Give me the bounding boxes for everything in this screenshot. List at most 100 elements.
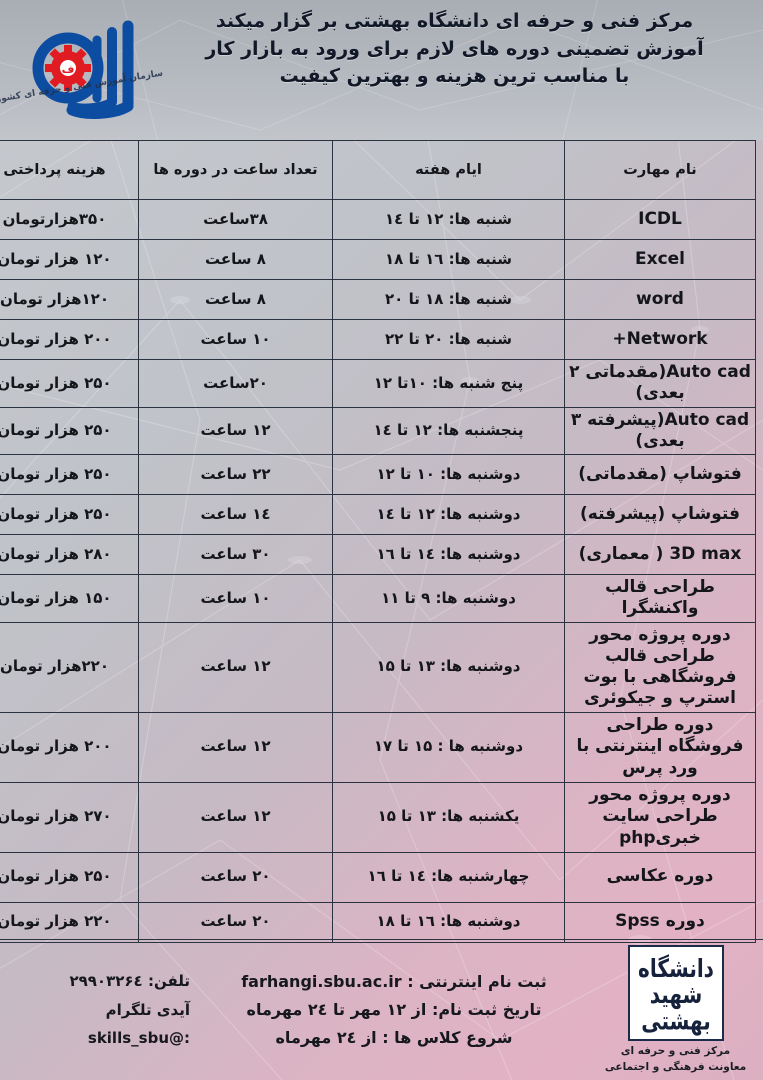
cell-days: دوشنبه ها: ۱۲ تا ۱٤: [332, 494, 565, 535]
cell-skill: فتوشاپ (پیشرفته): [564, 494, 756, 535]
svg-text:ف: ف: [62, 63, 75, 76]
cell-hours: ۱۰ ساعت: [138, 319, 333, 360]
footer-registration-block: ثبت نام اینترنتی : farhangi.sbu.ac.ir تا…: [200, 968, 588, 1052]
column-header-cost: هزینه پرداختی: [0, 140, 139, 200]
telegram-handle: آیدی تلگرام :@skills_sbu: [87, 1000, 190, 1048]
cell-cost: ۲۷۰ هزار تومان: [0, 781, 139, 853]
cell-cost: ۱۲۰هزار تومان: [0, 279, 139, 320]
headline-line-1: مرکز فنی و حرفه ای دانشگاه بهشتی بر گزار…: [215, 10, 694, 32]
class-start-line: شروع کلاس ها : از ۲٤ مهرماه: [275, 1028, 513, 1047]
cell-cost: ۲۵۰ هزار تومان: [0, 851, 139, 903]
cell-hours: ۲۰ ساعت: [138, 901, 333, 943]
cell-cost: ۲۵۰ هزار تومان: [0, 406, 139, 455]
cell-hours: ۸ ساعت: [138, 279, 333, 320]
cell-days: شنبه ها: ۱۲ تا ۱٤: [332, 199, 565, 240]
cell-skill: دوره پروژه محور طراحی قالب فروشگاهی با ب…: [564, 621, 756, 713]
cell-cost: ۲۲۰ هزار تومان: [0, 901, 139, 943]
cell-cost: ۲۵۰ هزار تومان: [0, 359, 139, 408]
svg-text:بهشتی: بهشتی: [641, 1008, 710, 1037]
cell-hours: ۱۲ ساعت: [138, 406, 333, 455]
cell-days: دوشنبه ها: ۱٤ تا ۱٦: [332, 534, 565, 575]
table-row: Excel شنبه ها: ۱٦ تا ۱۸ ۸ ساعت ۱۲۰ هزار توم…: [0, 239, 756, 280]
sbu-caption-line-2: معاونت فرهنگی و اجتماعی: [604, 1060, 747, 1073]
column-header-skill: نام مهارت: [564, 140, 756, 200]
cell-skill: دوره Spss: [564, 901, 756, 943]
cell-hours: ۲۲ ساعت: [138, 454, 333, 495]
cell-days: دوشنبه ها: ۹ تا ۱۱: [332, 574, 565, 623]
cell-skill: word: [564, 279, 756, 320]
cell-days: دوشنبه ها: ۱٦ تا ۱۸: [332, 901, 565, 943]
cell-cost: ۲۲۰هزار تومان: [0, 621, 139, 713]
cell-skill: 3D max ( معماری): [564, 534, 756, 575]
phone-number: تلفن: ۲۹۹۰۳۲۶٤: [69, 972, 190, 991]
headline-line-2: آموزش تضمینی دوره های لازم برای ورود به …: [205, 37, 704, 60]
cell-skill: ICDL: [564, 199, 756, 240]
cell-cost: ۲۵۰ هزار تومان: [0, 454, 139, 495]
cell-skill: دوره عکاسی: [564, 851, 756, 903]
table-row: دوره عکاسی چهارشنبه ها: ۱٤ تا ۱٦ ۲۰ ساعت ۲۵…: [0, 851, 756, 903]
table-row: دوره Spss دوشنبه ها: ۱٦ تا ۱۸ ۲۰ ساعت ۲۲۰ ه…: [0, 901, 756, 943]
cell-cost: ۲۰۰ هزار تومان: [0, 319, 139, 360]
cell-days: شنبه ها: ۲۰ تا ۲۲: [332, 319, 565, 360]
cell-days: چهارشنبه ها: ۱٤ تا ۱٦: [332, 851, 565, 903]
sbu-logo-calligraphy: دانشگاه شهید بهشتی: [629, 947, 722, 1040]
sbu-logo-caption: مرکز فنی و حرفه ای معاونت فرهنگی و اجتما…: [605, 1044, 746, 1074]
cell-days: شنبه ها: ۱٦ تا ۱۸: [332, 239, 565, 280]
sbu-caption-line-1: مرکز فنی و حرفه ای: [620, 1045, 731, 1058]
table-row: دوره طراحی فروشگاه اینترنتی با ورد پرس دو…: [0, 711, 756, 783]
svg-text:شهید: شهید: [649, 981, 702, 1010]
cell-cost: ۲۰۰ هزار تومان: [0, 711, 139, 783]
table-body: ICDL شنبه ها: ۱۲ تا ۱٤ ۳۸ساعت ۳۵۰هزارتومان …: [0, 199, 756, 943]
cell-skill: Auto cad(مقدماتی ۲ بعدی): [564, 359, 756, 408]
cell-skill: دوره پروژه محور طراحی سایت خبریphp: [564, 781, 756, 853]
sbu-logo-icon: دانشگاه شهید بهشتی: [627, 945, 724, 1042]
registration-url-line[interactable]: ثبت نام اینترنتی : farhangi.sbu.ac.ir: [241, 972, 547, 991]
cell-skill: Excel: [564, 239, 756, 280]
cell-days: یکشنبه ها: ۱۳ تا ۱۵: [332, 781, 565, 853]
footer-logo-block: دانشگاه شهید بهشتی مرکز فنی و حرفه ای مع…: [588, 945, 763, 1074]
table-row: Auto cad(پیشرفته ۳ بعدی) پنجشنبه ها: ۱۲ ت…: [0, 406, 756, 455]
cell-cost: ۲۸۰ هزار تومان: [0, 534, 139, 575]
cell-skill: دوره طراحی فروشگاه اینترنتی با ورد پرس: [564, 711, 756, 783]
cell-hours: ۱۲ ساعت: [138, 781, 333, 853]
cell-days: پنج شنبه ها: ۱۰تا ۱۲: [332, 359, 565, 408]
table-row: دوره پروژه محور طراحی قالب فروشگاهی با ب…: [0, 621, 756, 713]
table-row: 3D max ( معماری) دوشنبه ها: ۱٤ تا ۱٦ ۳۰ سا…: [0, 534, 756, 575]
cell-days: شنبه ها: ۱۸ تا ۲۰: [332, 279, 565, 320]
cell-hours: ۱۰ ساعت: [138, 574, 333, 623]
table-row: دوره پروژه محور طراحی سایت خبریphp یکشنبه…: [0, 781, 756, 853]
cell-hours: ۲۰ساعت: [138, 359, 333, 408]
course-schedule-table: نام مهارت ایام هفته تعداد ساعت در دوره ه…: [0, 140, 756, 943]
cell-days: دوشنبه ها: ۱۳ تا ۱۵: [332, 621, 565, 713]
cell-skill: Auto cad(پیشرفته ۳ بعدی): [564, 406, 756, 455]
table-row: فتوشاپ (پیشرفته) دوشنبه ها: ۱۲ تا ۱٤ ۱٤ سا…: [0, 494, 756, 535]
cell-cost: ۱۵۰ هزار تومان: [0, 574, 139, 623]
headline-line-3: با مناسب ترین هزینه و بهترین کیفیت: [279, 65, 630, 88]
column-header-days: ایام هفته: [332, 140, 565, 200]
poster-header: ف سازمان آموزش فنی و حرفه ای کشور مرکز ف…: [0, 0, 763, 140]
cell-days: دوشنبه ها : ۱۵ تا ۱۷: [332, 711, 565, 783]
cell-skill: Network+: [564, 319, 756, 360]
table-row: Auto cad(مقدماتی ۲ بعدی) پنج شنبه ها: ۱۰ت…: [0, 359, 756, 408]
poster-footer: تلفن: ۲۹۹۰۳۲۶٤ آیدی تلگرام :@skills_sbu …: [0, 939, 763, 1080]
svg-text:دانشگاه: دانشگاه: [638, 954, 714, 984]
cell-hours: ۸ ساعت: [138, 239, 333, 280]
cell-skill: فتوشاپ (مقدماتی): [564, 454, 756, 495]
table-row: طراحی قالب واکنشگرا دوشنبه ها: ۹ تا ۱۱ ۱۰ …: [0, 574, 756, 623]
table-header: نام مهارت ایام هفته تعداد ساعت در دوره ه…: [0, 140, 756, 200]
table-row: word شنبه ها: ۱۸ تا ۲۰ ۸ ساعت ۱۲۰هزار تومان: [0, 279, 756, 320]
cell-cost: ۳۵۰هزارتومان: [0, 199, 139, 240]
cell-hours: ۱۲ ساعت: [138, 621, 333, 713]
table-header-row: نام مهارت ایام هفته تعداد ساعت در دوره ه…: [0, 140, 756, 200]
cell-cost: ۱۲۰ هزار تومان: [0, 239, 139, 280]
poster-headline: مرکز فنی و حرفه ای دانشگاه بهشتی بر گزار…: [160, 8, 749, 91]
cell-days: دوشنبه ها: ۱۰ تا ۱۲: [332, 454, 565, 495]
cell-hours: ۳۰ ساعت: [138, 534, 333, 575]
cell-hours: ۳۸ساعت: [138, 199, 333, 240]
registration-dates-line: تاریخ ثبت نام: از ۱۲ مهر تا ۲٤ مهرماه: [246, 1000, 542, 1019]
cell-hours: ۱۲ ساعت: [138, 711, 333, 783]
table-row: فتوشاپ (مقدماتی) دوشنبه ها: ۱۰ تا ۱۲ ۲۲ سا…: [0, 454, 756, 495]
cell-hours: ۲۰ ساعت: [138, 851, 333, 903]
column-header-hours: تعداد ساعت در دوره ها: [138, 140, 333, 200]
